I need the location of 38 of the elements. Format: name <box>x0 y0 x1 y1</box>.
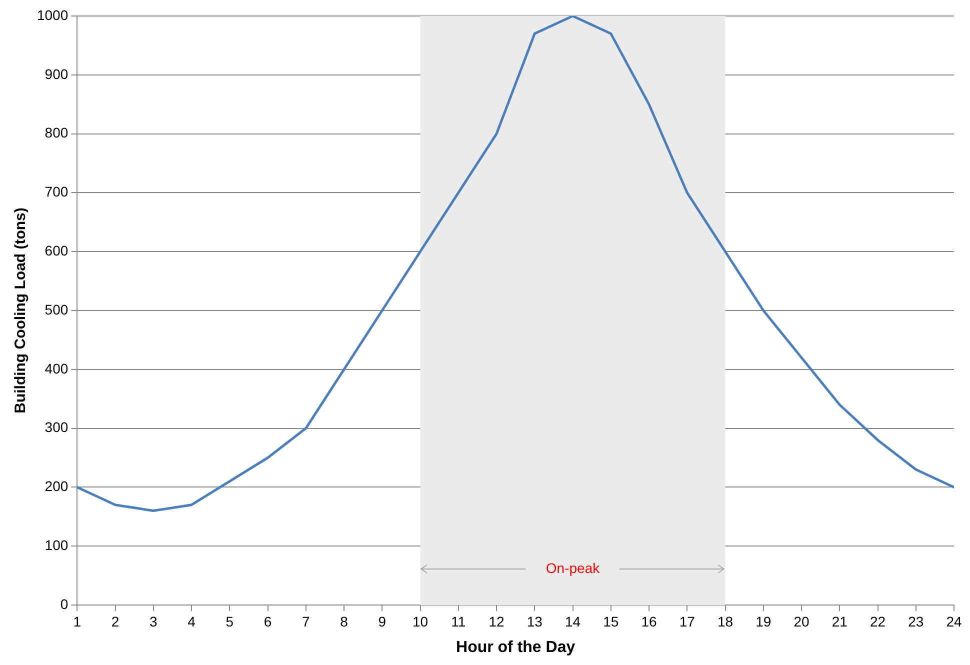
x-tick-label: 6 <box>264 613 272 630</box>
y-tick-label: 500 <box>44 301 68 318</box>
y-tick-label: 900 <box>44 66 68 82</box>
x-tick-label: 24 <box>946 613 962 630</box>
x-tick-label: 10 <box>412 613 428 630</box>
x-tick-label: 9 <box>378 613 386 630</box>
x-tick-label: 21 <box>832 613 848 630</box>
x-tick-label: 11 <box>451 613 466 630</box>
x-tick-label: 18 <box>717 613 734 630</box>
x-tick-label: 17 <box>679 613 696 630</box>
band-label: On-peak <box>546 560 601 576</box>
x-tick-label: 22 <box>870 613 886 630</box>
x-tick-label: 13 <box>526 613 543 630</box>
x-tick-label: 5 <box>226 613 234 630</box>
x-tick-label: 2 <box>111 613 120 630</box>
x-tick-label: 23 <box>908 613 924 630</box>
x-tick-label: 19 <box>756 613 772 630</box>
x-tick-label: 15 <box>603 613 619 630</box>
x-tick-label: 1 <box>73 613 82 630</box>
x-tick-label: 14 <box>564 613 581 630</box>
y-tick-label: 600 <box>44 242 68 258</box>
y-tick-label: 700 <box>44 184 68 200</box>
y-tick-label: 200 <box>44 478 68 494</box>
x-tick-label: 20 <box>794 613 810 630</box>
x-tick-label: 7 <box>302 613 310 630</box>
y-axis-title: Building Cooling Load (tons) <box>12 208 30 414</box>
y-tick-label: 1000 <box>36 6 68 23</box>
x-tick-label: 8 <box>340 613 348 630</box>
y-tick-label: 800 <box>44 124 68 141</box>
y-tick-label: 100 <box>44 536 68 553</box>
x-tick-label: 3 <box>149 613 158 630</box>
y-tick-label: 400 <box>44 360 68 376</box>
y-tick-label: 0 <box>60 596 68 612</box>
x-tick-label: 16 <box>641 613 658 630</box>
y-tick-label: 300 <box>44 419 68 436</box>
x-tick-label: 12 <box>488 613 505 630</box>
x-axis-title: Hour of the Day <box>456 638 576 656</box>
x-tick-label: 4 <box>188 613 196 630</box>
